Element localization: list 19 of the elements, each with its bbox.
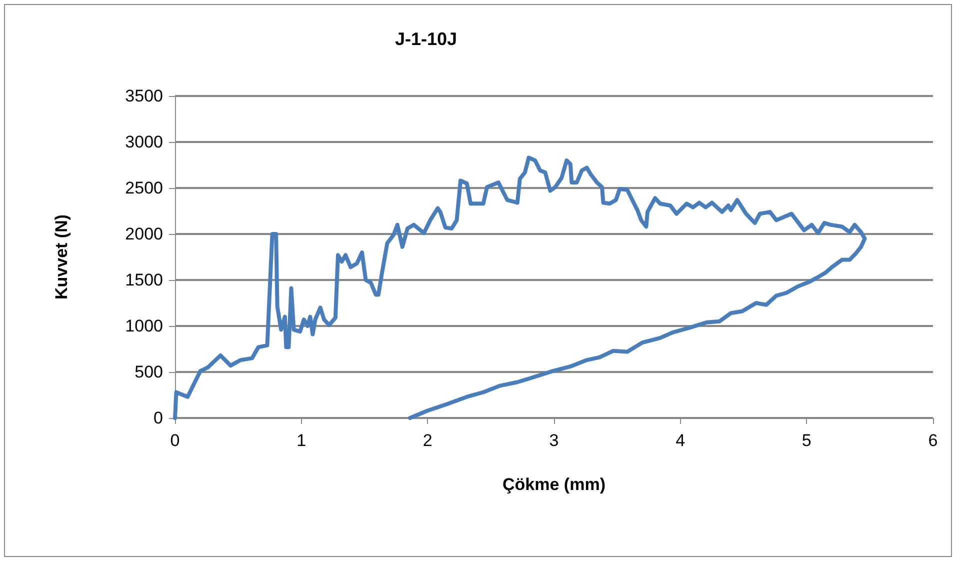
chart-title: J-1-10J — [394, 29, 458, 49]
y-tick-label: 3000 — [125, 132, 163, 152]
y-tick-label: 0 — [154, 408, 163, 428]
y-tick-label: 500 — [134, 362, 163, 382]
y-tick-label: 3500 — [125, 86, 163, 106]
x-tick-label: 6 — [928, 431, 938, 450]
x-tick-label: 1 — [296, 431, 306, 450]
line-series — [173, 156, 867, 420]
x-axis-title: Çökme (mm) — [502, 475, 606, 494]
x-tick-label: 4 — [676, 431, 686, 450]
y-tick-label: 1000 — [125, 316, 163, 336]
x-tick-label: 3 — [549, 431, 559, 450]
y-tick-label: 2500 — [125, 178, 163, 198]
x-tick-label: 5 — [802, 431, 812, 450]
y-tick-label: 2000 — [125, 224, 163, 244]
x-tick-label: 2 — [422, 431, 432, 450]
y-tick-label: 1500 — [125, 270, 163, 290]
x-tick-label: 0 — [170, 431, 180, 450]
y-axis-title: Kuvvet (N) — [52, 214, 71, 300]
